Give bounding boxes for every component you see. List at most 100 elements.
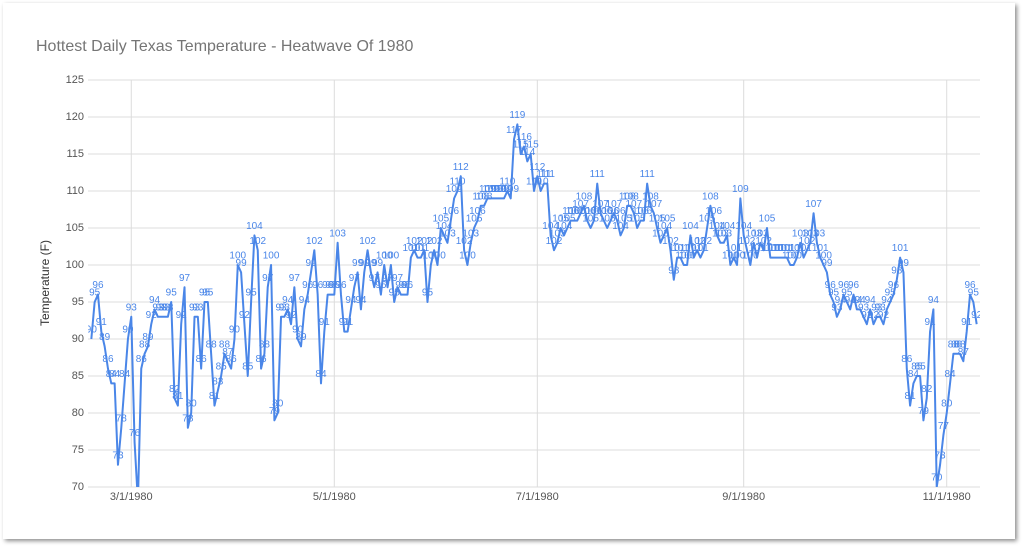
data-label: 96 <box>848 280 860 291</box>
data-label: 93 <box>159 302 171 313</box>
data-label: 96 <box>312 280 324 291</box>
data-label: 103 <box>752 228 769 239</box>
data-label: 96 <box>375 280 387 291</box>
data-label: 102 <box>695 236 712 247</box>
data-label: 101 <box>685 243 702 254</box>
y-axis-label: Temperature (F) <box>38 240 52 326</box>
data-label: 104 <box>542 221 559 232</box>
data-label: 95 <box>389 288 401 299</box>
data-label: 105 <box>649 214 666 225</box>
data-label: 107 <box>606 199 623 210</box>
data-label: 105 <box>582 214 599 225</box>
data-label: 94 <box>845 295 857 306</box>
data-label: 95 <box>422 288 434 299</box>
data-label: 103 <box>715 228 732 239</box>
data-label: 85 <box>911 362 923 373</box>
data-label: 111 <box>590 169 606 180</box>
data-label: 99 <box>365 258 377 269</box>
data-label: 101 <box>775 243 792 254</box>
data-label: 81 <box>905 391 917 402</box>
data-label: 111 <box>540 169 556 180</box>
data-label: 92 <box>239 310 251 321</box>
data-label: 94 <box>928 295 940 306</box>
data-label: 88 <box>206 339 218 350</box>
data-label: 101 <box>749 243 766 254</box>
data-label: 105 <box>559 214 576 225</box>
data-label: 101 <box>669 243 686 254</box>
data-label: 94 <box>355 295 367 306</box>
data-label: 94 <box>851 295 863 306</box>
data-label: 103 <box>802 228 819 239</box>
data-label: 107 <box>626 199 643 210</box>
data-label: 96 <box>325 280 337 291</box>
data-label: 102 <box>306 236 323 247</box>
data-label: 106 <box>705 206 722 217</box>
data-label: 104 <box>709 221 726 232</box>
data-label: 106 <box>469 206 486 217</box>
data-label: 95 <box>968 288 980 299</box>
data-label: 105 <box>552 214 569 225</box>
data-label: 101 <box>725 243 742 254</box>
data-label: 109 <box>502 184 519 195</box>
data-label: 86 <box>256 354 268 365</box>
data-label: 100 <box>429 251 446 262</box>
data-label: 107 <box>592 199 609 210</box>
data-label: 102 <box>249 236 266 247</box>
data-label: 103 <box>462 228 479 239</box>
data-label: 100 <box>742 251 759 262</box>
data-label: 94 <box>149 295 161 306</box>
data-label: 102 <box>739 236 756 247</box>
data-label: 106 <box>632 206 649 217</box>
data-label: 96 <box>399 280 411 291</box>
data-label: 108 <box>619 191 636 202</box>
data-label: 101 <box>403 243 420 254</box>
data-label: 101 <box>762 243 779 254</box>
data-label: 92 <box>868 310 880 321</box>
y-tick-label: 90 <box>72 333 84 345</box>
data-label: 79 <box>269 406 281 417</box>
data-label: 93 <box>162 302 174 313</box>
data-label: 104 <box>682 221 699 232</box>
data-label: 112 <box>453 162 469 173</box>
data-label: 102 <box>406 236 423 247</box>
data-label: 104 <box>556 221 573 232</box>
data-label: 108 <box>472 191 489 202</box>
data-label: 97 <box>289 273 301 284</box>
data-label: 116 <box>516 132 532 143</box>
data-label: 100 <box>785 251 802 262</box>
data-label: 100 <box>782 251 799 262</box>
data-label: 109 <box>489 184 506 195</box>
data-label: 101 <box>412 243 429 254</box>
data-label: 93 <box>152 302 164 313</box>
data-label: 86 <box>196 354 208 365</box>
y-tick-label: 75 <box>72 444 84 456</box>
data-label: 95 <box>166 288 178 299</box>
data-label: 97 <box>369 273 381 284</box>
data-label: 83 <box>212 376 224 387</box>
data-label: 99 <box>352 258 364 269</box>
data-label: 101 <box>409 243 426 254</box>
data-label: 101 <box>812 243 829 254</box>
data-label: 99 <box>898 258 910 269</box>
data-label: 106 <box>602 206 619 217</box>
data-label: 107 <box>805 199 822 210</box>
y-tick-label: 105 <box>66 222 84 234</box>
data-label: 96 <box>329 280 341 291</box>
data-label: 87 <box>958 347 970 358</box>
data-label: 102 <box>359 236 376 247</box>
data-label: 100 <box>383 251 400 262</box>
data-label: 101 <box>769 243 786 254</box>
data-label: 104 <box>735 221 752 232</box>
data-label: 100 <box>422 251 439 262</box>
data-label: 105 <box>629 214 646 225</box>
data-label: 100 <box>729 251 746 262</box>
data-label: 96 <box>335 280 347 291</box>
card <box>3 3 1015 539</box>
data-label: 102 <box>662 236 679 247</box>
data-label: 93 <box>156 302 168 313</box>
data-label: 85 <box>915 362 927 373</box>
data-label: 96 <box>964 280 976 291</box>
data-label: 101 <box>765 243 782 254</box>
data-label: 94 <box>345 295 357 306</box>
